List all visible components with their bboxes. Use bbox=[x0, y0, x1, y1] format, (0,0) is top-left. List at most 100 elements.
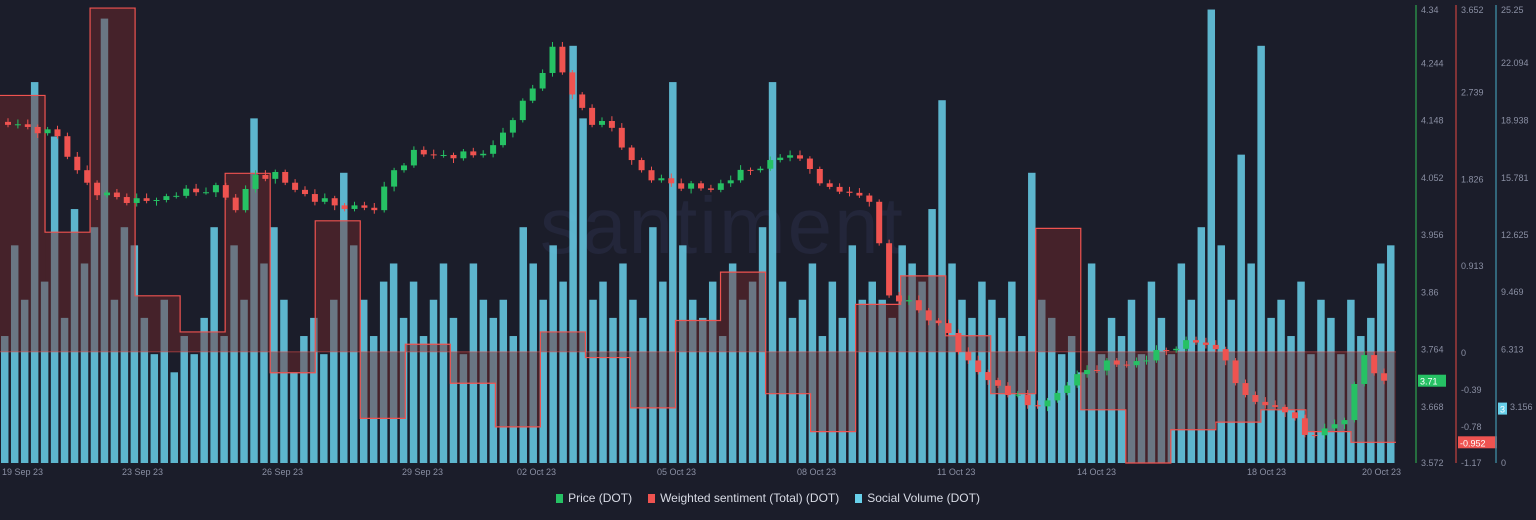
social-volume-bar bbox=[1347, 299, 1355, 463]
social-volume-bar bbox=[30, 82, 39, 463]
social-volume-bar bbox=[210, 227, 218, 463]
social-volume-bar bbox=[1048, 317, 1056, 463]
price-candle bbox=[302, 189, 308, 195]
legend-item-price[interactable]: Price (DOT) bbox=[556, 491, 632, 505]
social-volume-bar bbox=[1197, 227, 1206, 463]
x-tick-label: 29 Sep 23 bbox=[402, 467, 443, 477]
price-candle bbox=[579, 94, 586, 108]
price-candle bbox=[955, 332, 962, 353]
social-volume-bar bbox=[788, 317, 797, 463]
price-candle bbox=[193, 188, 200, 193]
social-volume-bar bbox=[529, 263, 537, 463]
sentiment-area bbox=[315, 220, 361, 352]
price-swatch bbox=[556, 493, 564, 503]
price-candle bbox=[638, 160, 645, 171]
social-volume-bar bbox=[1217, 245, 1225, 463]
price-candle bbox=[173, 195, 180, 197]
price-candle bbox=[1103, 360, 1110, 371]
social-volume-bar bbox=[619, 263, 627, 463]
social-volume-bar bbox=[848, 245, 857, 463]
sentiment-tick-label: -0.39 bbox=[1461, 385, 1482, 395]
price-candle bbox=[1222, 349, 1229, 361]
price-candle bbox=[1163, 349, 1170, 351]
sentiment-area bbox=[1260, 351, 1306, 410]
price-tick-label: 4.148 bbox=[1421, 116, 1444, 126]
price-candle bbox=[1143, 360, 1150, 362]
social-volume-bar bbox=[1, 336, 9, 463]
social-volume-bar bbox=[878, 299, 886, 463]
sentiment-area bbox=[855, 304, 901, 352]
chart: 4.34 4.244 4.148 4.052 3.956 3.86 3.764 3.668 3.… bbox=[0, 5, 1533, 477]
price-candle bbox=[1094, 369, 1100, 371]
legend-item-sentiment[interactable]: Weighted sentiment (Total) (DOT) bbox=[648, 491, 839, 505]
price-candle bbox=[737, 169, 744, 181]
social-volume-bar bbox=[20, 299, 29, 463]
price-candle bbox=[1183, 340, 1190, 349]
social-volume-bar bbox=[1107, 317, 1116, 463]
price-candle bbox=[846, 191, 853, 193]
price-candle bbox=[1242, 383, 1249, 396]
social-volume-bar bbox=[1187, 299, 1196, 463]
sentiment-tick-label: 2.739 bbox=[1461, 88, 1484, 98]
price-candle bbox=[252, 174, 259, 189]
social-volume-bar bbox=[1377, 263, 1385, 463]
sentiment-area bbox=[360, 351, 406, 419]
social-tick-label: 0 bbox=[1501, 458, 1506, 468]
social-tick-label: 25.25 bbox=[1501, 5, 1524, 15]
social-volume-bar bbox=[280, 299, 288, 463]
social-volume-bar bbox=[858, 299, 867, 463]
price-candle bbox=[1381, 373, 1388, 381]
social-volume-bar bbox=[938, 100, 946, 463]
social-volume-bar bbox=[988, 299, 996, 463]
price-candle bbox=[1074, 374, 1081, 386]
social-volume-bar bbox=[150, 354, 159, 463]
social-volume-bar bbox=[50, 136, 59, 463]
social-volume-bar bbox=[509, 336, 518, 463]
price-candle bbox=[94, 182, 101, 196]
social-volume-bar bbox=[798, 299, 807, 463]
price-tick-label: 4.34 bbox=[1421, 5, 1439, 15]
social-volume-bar bbox=[1167, 354, 1176, 463]
social-volume-bar bbox=[369, 336, 378, 463]
price-candle bbox=[787, 155, 794, 158]
price-candle bbox=[876, 201, 883, 244]
social-volume-bar bbox=[599, 281, 607, 463]
price-candle bbox=[480, 153, 487, 156]
social-volume-bar bbox=[539, 299, 547, 463]
price-candle bbox=[490, 145, 497, 154]
social-volume-bar bbox=[679, 245, 687, 463]
social-volume-bar bbox=[260, 263, 268, 463]
price-candle bbox=[1361, 355, 1368, 384]
price-candle bbox=[104, 192, 110, 196]
social-volume-bar bbox=[80, 263, 89, 463]
social-volume-bar bbox=[379, 281, 388, 463]
social-volume-bar bbox=[649, 227, 657, 463]
social-volume-bar bbox=[489, 317, 498, 463]
price-candle bbox=[410, 149, 417, 166]
price-candle bbox=[212, 185, 219, 193]
price-candle bbox=[1024, 394, 1031, 406]
price-candle bbox=[1113, 360, 1120, 365]
price-candle bbox=[618, 127, 625, 148]
sentiment-area bbox=[180, 331, 226, 352]
social-volume-bar bbox=[689, 299, 697, 463]
social-volume-bar bbox=[300, 336, 308, 463]
legend-item-social-volume[interactable]: Social Volume (DOT) bbox=[855, 491, 980, 505]
social-volume-bar bbox=[998, 317, 1006, 463]
price-candle bbox=[331, 198, 338, 206]
price-candle bbox=[599, 120, 605, 125]
social-volume-bar bbox=[359, 299, 368, 463]
social-volume-bar bbox=[409, 281, 418, 463]
social-volume-bar bbox=[1067, 336, 1076, 463]
social-volume-bar bbox=[1257, 45, 1265, 463]
social-volume-bar bbox=[170, 372, 178, 463]
price-candle bbox=[24, 124, 31, 127]
social-volume-bar bbox=[978, 281, 986, 463]
price-candle bbox=[262, 174, 269, 179]
sentiment-area bbox=[0, 95, 46, 352]
social-volume-bar bbox=[10, 245, 19, 463]
social-volume-bar bbox=[419, 336, 428, 463]
price-candle bbox=[886, 243, 893, 296]
social-volume-bar bbox=[40, 281, 49, 463]
social-volume-bar bbox=[190, 354, 198, 463]
